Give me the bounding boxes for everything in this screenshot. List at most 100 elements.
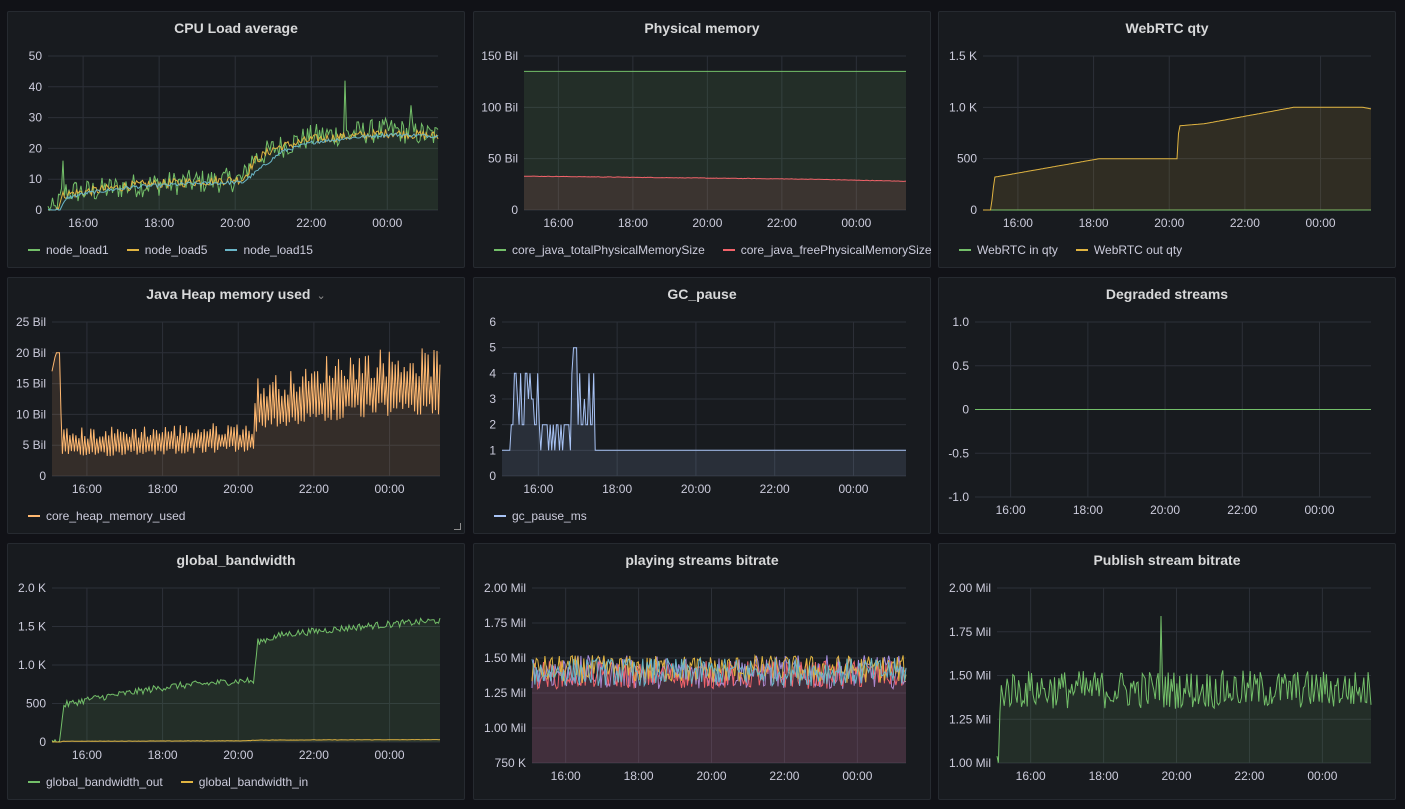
x-tick-label: 16:00: [68, 216, 98, 230]
y-tick-label: 750 K: [495, 756, 526, 770]
legend-swatch: [1075, 249, 1088, 251]
y-tick-label: 2.00 Mil: [949, 581, 991, 595]
chart-publish-stream-bitrate: 1.00 Mil 1.25 Mil 1.50 Mil 1.75 Mil 2.00 Mil…: [949, 581, 1372, 783]
chevron-down-icon[interactable]: ⌄: [316, 290, 326, 302]
legend-swatch: [494, 249, 506, 251]
y-tick-label: 0: [39, 469, 46, 483]
y-tick-label: 1.0 K: [18, 658, 46, 672]
y-tick-label: 1.75 Mil: [949, 625, 991, 639]
x-tick-label: 20:00: [220, 216, 250, 230]
legend-item[interactable]: node_load5: [126, 243, 208, 257]
series-area: [532, 655, 906, 763]
x-tick-label: 22:00: [296, 216, 326, 230]
y-tick-label: 1.0 K: [949, 100, 977, 114]
x-tick-label: 16:00: [523, 482, 553, 496]
legend-label: core_java_totalPhysicalMemorySize: [512, 243, 705, 257]
legend-item[interactable]: core_heap_memory_used: [28, 509, 185, 523]
legend: global_bandwidth_out global_bandwidth_in: [28, 772, 326, 789]
y-tick-label: 1.50 Mil: [949, 669, 991, 683]
x-tick-label: 20:00: [1162, 769, 1192, 783]
legend-item[interactable]: node_load15: [225, 243, 313, 257]
legend: gc_pause_ms: [494, 506, 605, 523]
x-tick-label: 16:00: [72, 482, 102, 496]
x-tick-label: 00:00: [375, 482, 405, 496]
legend-item[interactable]: gc_pause_ms: [494, 509, 587, 523]
x-tick-label: 00:00: [841, 216, 871, 230]
legend-swatch: [28, 781, 40, 783]
legend-item[interactable]: WebRTC in qty: [959, 243, 1058, 257]
series-area: [983, 107, 1371, 210]
chart-global-bandwidth: 0 500 1.0 K 1.5 K 2.0 K 16:00 18:00 20:00 22:00 0…: [18, 581, 441, 762]
y-tick-label: 15 Bil: [16, 377, 46, 391]
y-tick-label: 0: [970, 203, 977, 217]
x-tick-label: 20:00: [1150, 503, 1180, 517]
legend-item[interactable]: global_bandwidth_in: [180, 775, 308, 789]
y-tick-label: 0: [511, 203, 518, 217]
y-tick-label: 6: [489, 315, 496, 329]
x-tick-label: 22:00: [760, 482, 790, 496]
panel-title[interactable]: CPU Load average: [174, 20, 298, 36]
x-tick-label: 20:00: [692, 216, 722, 230]
x-tick-label: 18:00: [1073, 503, 1103, 517]
series-area: [52, 348, 440, 476]
resize-handle[interactable]: [454, 523, 461, 530]
y-tick-label: 0: [962, 403, 969, 417]
chart-java-heap: 0 5 Bil 10 Bil 15 Bil 20 Bil 25 Bil 16:00 18:00…: [16, 315, 441, 496]
panel-title[interactable]: Degraded streams: [1105, 286, 1229, 302]
legend-item[interactable]: global_bandwidth_out: [28, 775, 163, 789]
x-tick-label: 18:00: [148, 748, 178, 762]
chart-physical-memory: 0 50 Bil 100 Bil 150 Bil 16:00 18:00 20:00 22:0…: [481, 49, 907, 230]
panel-global-bandwidth: global_bandwidth 0 500 1.0 K 1.5 K 2.0 K 16:0…: [7, 543, 465, 800]
panel-title[interactable]: GC_pause: [667, 286, 737, 302]
legend-swatch: [225, 249, 238, 251]
legend-label: WebRTC in qty: [977, 243, 1058, 257]
y-tick-label: 30: [29, 111, 43, 125]
y-tick-label: 50 Bil: [488, 152, 518, 166]
y-tick-label: 500: [26, 697, 46, 711]
chart-degraded-streams: -1.0 -0.5 0 0.5 1.0 16:00 18:00 20:00 22:00 00:00: [948, 315, 1371, 517]
x-tick-label: 22:00: [299, 482, 329, 496]
y-tick-label: 20: [29, 141, 43, 155]
legend-item[interactable]: core_java_freePhysicalMemorySize: [722, 243, 932, 257]
panel-title[interactable]: playing streams bitrate: [625, 552, 779, 568]
series-area: [532, 660, 906, 763]
legend: core_heap_memory_used: [28, 506, 203, 523]
y-tick-label: 150 Bil: [481, 49, 518, 63]
x-tick-label: 00:00: [1306, 216, 1336, 230]
panel-title[interactable]: Publish stream bitrate: [1093, 552, 1241, 568]
legend-item[interactable]: WebRTC out qty: [1075, 243, 1182, 257]
series-line: [52, 739, 441, 743]
y-tick-label: 2: [489, 418, 496, 432]
panel-title[interactable]: Physical memory: [644, 20, 760, 36]
series-area: [524, 71, 906, 211]
panel-cpu-load: CPU Load average 0 10 20 30 40 50 16:00 18:00 20…: [7, 11, 465, 268]
series-area: [48, 80, 438, 210]
series-line: [47, 132, 439, 211]
legend-swatch: [494, 515, 506, 517]
panel-java-heap: Java Heap memory used ⌄ 0 5 Bil 10 Bil 15 Bi…: [7, 277, 465, 534]
legend-item[interactable]: node_load1: [28, 243, 109, 257]
y-tick-label: 40: [29, 80, 43, 94]
panel-title[interactable]: WebRTC qty: [1125, 20, 1209, 36]
panel-title[interactable]: Java Heap memory used ⌄: [146, 286, 326, 302]
panel-publish-stream-bitrate: Publish stream bitrate 1.00 Mil 1.25 Mil 1…: [938, 543, 1396, 800]
legend: core_java_totalPhysicalMemorySize core_ja…: [494, 240, 950, 257]
legend-item[interactable]: core_java_totalPhysicalMemorySize: [494, 243, 705, 257]
y-tick-label: -0.5: [948, 446, 969, 460]
chart-cpu-load: 0 10 20 30 40 50 16:00 18:00 20:00 22:00 00:00: [29, 49, 439, 230]
legend-label: node_load5: [144, 243, 208, 257]
x-tick-label: 20:00: [223, 482, 253, 496]
y-tick-label: 1: [489, 443, 496, 457]
y-tick-label: 1.00 Mil: [949, 756, 991, 770]
legend-swatch: [959, 249, 971, 251]
x-tick-label: 16:00: [1003, 216, 1033, 230]
series-area: [52, 618, 440, 742]
x-tick-label: 20:00: [223, 748, 253, 762]
x-tick-label: 18:00: [618, 216, 648, 230]
x-tick-label: 22:00: [767, 216, 797, 230]
chart-gc-pause: 0 1 2 3 4 5 6 16:00 18:00 20:00 22:00 00:00: [489, 315, 906, 496]
y-tick-label: 0: [489, 469, 496, 483]
panel-title[interactable]: global_bandwidth: [176, 552, 296, 568]
y-tick-label: 10: [29, 172, 43, 186]
y-tick-label: 20 Bil: [16, 346, 46, 360]
